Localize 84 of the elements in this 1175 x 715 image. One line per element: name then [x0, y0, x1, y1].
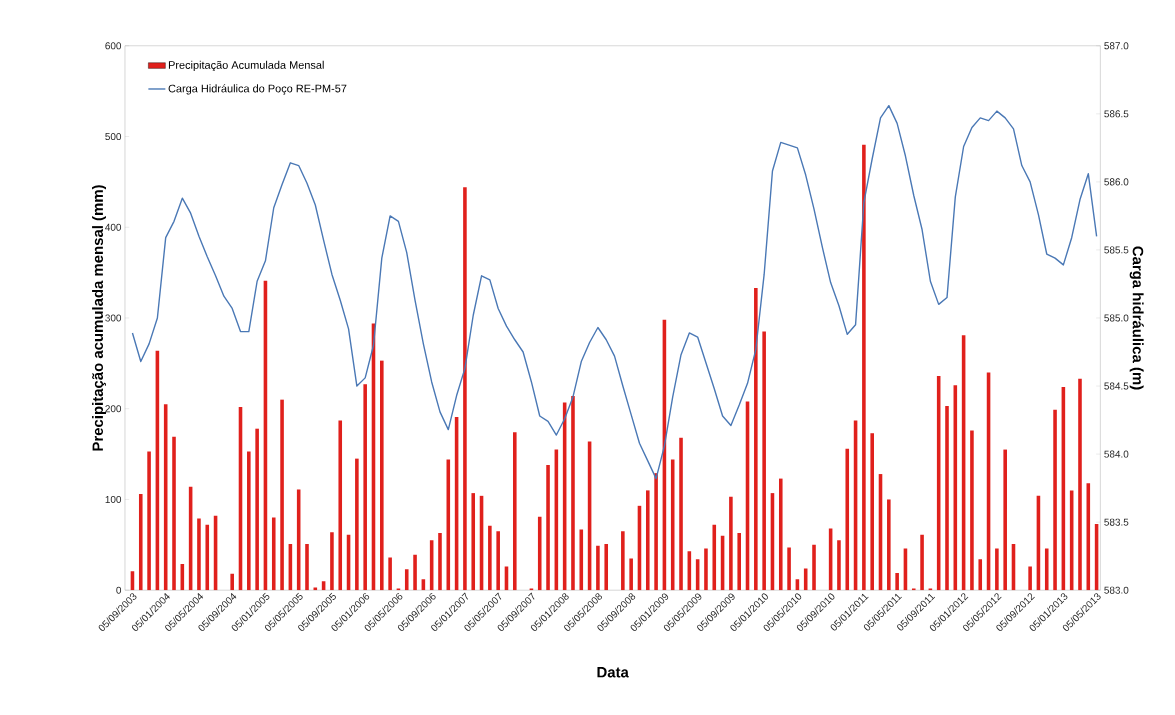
- bar: [729, 496, 733, 591]
- bar: [471, 493, 476, 591]
- y2-tick-label: 583.5: [1104, 518, 1129, 526]
- bar: [172, 437, 176, 591]
- bar: [438, 533, 442, 591]
- bar: [488, 525, 492, 591]
- bar: [571, 396, 575, 591]
- y-tick-label: 0: [116, 586, 122, 594]
- bar: [147, 451, 151, 591]
- bar: [970, 430, 974, 591]
- bar: [621, 531, 625, 591]
- bar: [355, 458, 359, 591]
- bar: [778, 478, 783, 591]
- y-axis-title: Precipitação acumulada mensal (mm): [92, 185, 106, 451]
- legend-label: Precipitação Acumulada Mensal: [168, 61, 324, 72]
- y-tick-label: 600: [105, 42, 122, 50]
- bar: [837, 540, 841, 591]
- y2-tick-label: 586.0: [1104, 178, 1129, 186]
- y2-tick-label: 584.5: [1104, 382, 1129, 390]
- bar: [645, 490, 650, 591]
- bar: [463, 187, 467, 591]
- bar: [895, 573, 899, 591]
- bar: [537, 516, 542, 591]
- bar: [255, 428, 259, 591]
- bar: [230, 574, 234, 591]
- bar: [513, 432, 517, 591]
- bar: [330, 532, 334, 591]
- bar: [704, 548, 708, 591]
- bar: [1078, 378, 1082, 591]
- bar: [271, 517, 276, 591]
- bar: [870, 433, 874, 591]
- bar: [546, 465, 550, 591]
- bar: [1028, 566, 1032, 591]
- bar: [1053, 409, 1057, 591]
- y-tick-label: 400: [105, 223, 122, 231]
- y2-tick-label: 586.5: [1104, 110, 1129, 118]
- bar: [596, 545, 600, 591]
- bar: [737, 533, 741, 591]
- bar: [845, 448, 850, 591]
- bar: [413, 555, 417, 591]
- bar: [812, 545, 816, 591]
- y2-tick-label: 587.0: [1104, 42, 1129, 50]
- y2-tick-label: 584.0: [1104, 450, 1129, 458]
- legend-label: Carga Hidráulica do Poço RE-PM-57: [168, 84, 347, 95]
- bar: [138, 494, 143, 591]
- bar: [754, 288, 758, 591]
- bar: [604, 544, 609, 591]
- bar: [197, 518, 201, 591]
- bar: [380, 360, 384, 591]
- bar: [388, 557, 392, 591]
- bar: [887, 499, 891, 591]
- bar: [496, 531, 500, 591]
- bar: [1044, 548, 1049, 591]
- bar: [404, 569, 409, 591]
- bar: [679, 437, 683, 591]
- bar: [247, 451, 251, 591]
- x-axis-title: Data: [597, 667, 629, 678]
- bar: [862, 144, 866, 591]
- bar: [978, 559, 983, 591]
- bar: [629, 558, 633, 591]
- bar: [579, 529, 584, 591]
- y2-tick-label: 585.5: [1104, 246, 1129, 254]
- bar: [787, 547, 791, 591]
- bar: [945, 406, 949, 591]
- bar: [363, 384, 367, 591]
- y-tick-label: 200: [105, 405, 122, 413]
- bar: [920, 535, 924, 591]
- bar: [205, 525, 210, 591]
- y2-tick-label: 585.0: [1104, 314, 1129, 322]
- y-tick-label: 100: [105, 496, 122, 504]
- bar: [712, 525, 717, 591]
- bar: [338, 420, 343, 591]
- bar: [995, 548, 999, 591]
- y2-axis-title: Carga hidráulica (m): [1129, 246, 1144, 390]
- bar: [670, 459, 675, 591]
- y-tick-label: 500: [105, 133, 122, 141]
- bar: [313, 587, 318, 591]
- bar: [654, 473, 658, 591]
- y-tick-label: 300: [105, 314, 122, 322]
- bar: [280, 399, 284, 591]
- bar: [762, 331, 766, 591]
- bar: [1003, 449, 1007, 591]
- bar: [305, 544, 309, 591]
- y2-tick-label: 583.0: [1104, 586, 1129, 594]
